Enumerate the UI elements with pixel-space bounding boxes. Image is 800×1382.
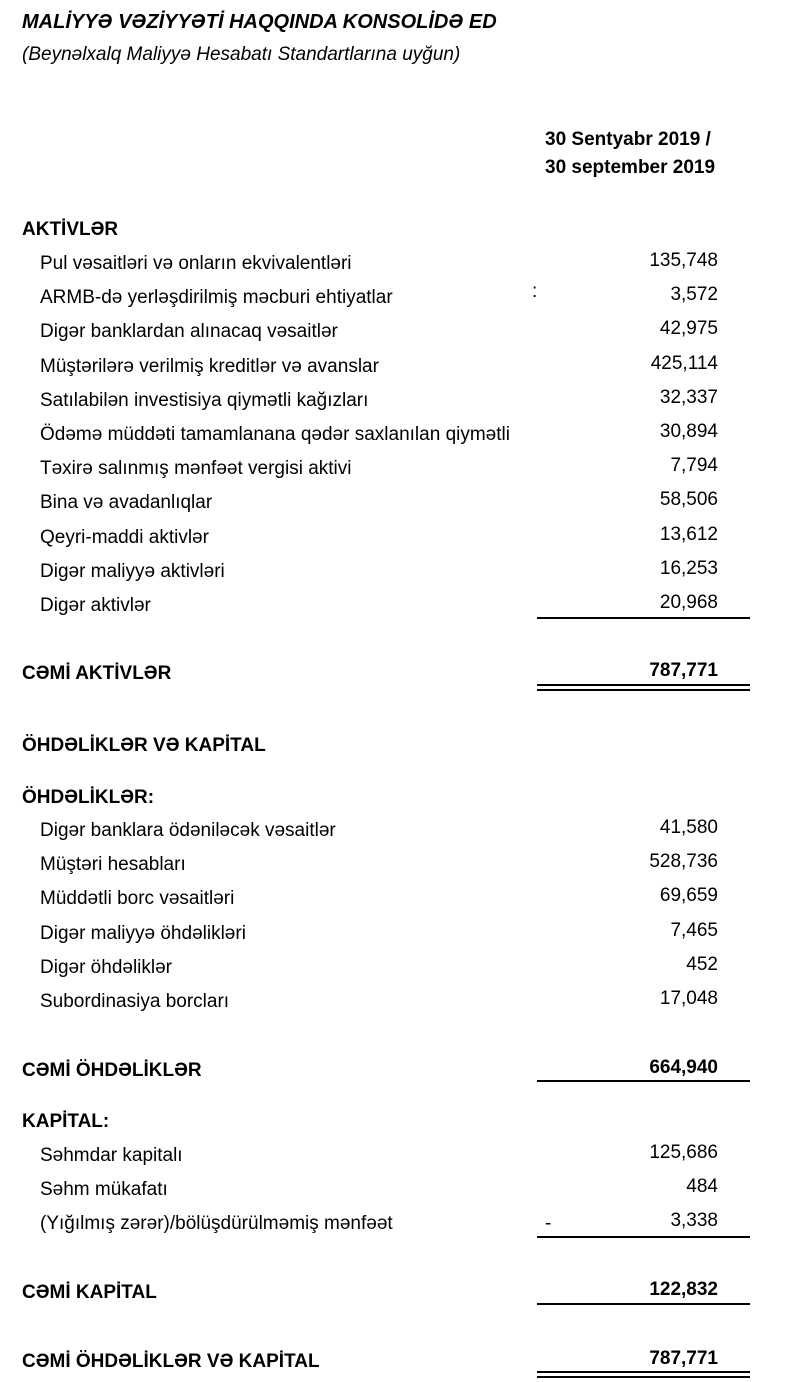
total-label: CƏMİ AKTİVLƏR: [22, 663, 172, 684]
column-header: 30 Sentyabr 2019 /: [545, 129, 711, 150]
row-label: Digər banklara ödəniləcək vəsaitlər: [40, 820, 336, 841]
row-value: 7,465: [670, 919, 718, 941]
row-value: 3,572: [670, 284, 718, 306]
rule: [537, 1371, 750, 1373]
row-label: Digər aktivlər: [40, 595, 151, 616]
row-label: Təxirə salınmış mənfəət vergisi aktivi: [40, 458, 352, 480]
rule: [537, 1080, 750, 1082]
row-value: 7,794: [670, 455, 718, 477]
row-value: 125,686: [649, 1142, 718, 1163]
row-label: (Yığılmış zərər)/bölüşdürülməmiş mənfəət: [40, 1213, 393, 1235]
column-header: 30 september 2019: [545, 157, 716, 178]
row-label: Müddətli borc vəsaitləri: [40, 888, 235, 910]
rule: [537, 689, 750, 691]
row-value: 13,612: [659, 523, 718, 545]
row-label: Digər maliyyə öhdəlikləri: [40, 922, 246, 944]
row-label: Digər öhdəliklər: [40, 956, 173, 978]
section-heading: KAPİTAL:: [22, 1111, 110, 1132]
row-label: Qeyri-maddi aktivlər: [40, 526, 209, 548]
total-value: 787,771: [649, 1348, 718, 1369]
row-label: Pul vəsaitləri və onların ekvivalentləri: [40, 253, 352, 274]
total-value: 664,940: [649, 1057, 718, 1078]
title: MALİYYƏ VƏZİYYƏTİ HAQQINDA KONSOLİDƏ ED: [22, 11, 497, 33]
row-label: Bina və avadanlıqlar: [40, 492, 213, 514]
row-value: 42,975: [659, 318, 718, 340]
row-label: Müştəri hesabları: [40, 854, 186, 876]
row-value: 484: [686, 1176, 718, 1198]
rule: [537, 1236, 750, 1238]
rule: [537, 1376, 750, 1378]
row-label: Ödəmə müddəti tamamlanana qədər saxlanıl…: [40, 424, 510, 445]
row-value: 20,968: [659, 592, 718, 613]
row-value: 32,337: [659, 386, 718, 408]
row-value: 58,506: [659, 489, 718, 511]
row-value: 452: [686, 953, 718, 975]
mark: :: [532, 281, 538, 303]
rule: [537, 1303, 750, 1305]
total-label: CƏMİ KAPİTAL: [22, 1282, 157, 1303]
row-value: 135,748: [649, 250, 718, 271]
section-heading: ÖHDƏLİKLƏR VƏ KAPİTAL: [22, 735, 266, 756]
row-label: Subordinasiya borcları: [40, 991, 230, 1012]
sign: -: [545, 1213, 552, 1235]
row-label: Səhm mükafatı: [40, 1179, 168, 1201]
row-label: Digər banklardan alınacaq vəsaitlər: [40, 321, 338, 343]
rule: [537, 617, 750, 619]
rule: [537, 684, 750, 686]
total-value: 122,832: [649, 1279, 718, 1300]
subtitle: (Beynəlxalq Maliyyə Hesabatı Standartlar…: [22, 44, 461, 65]
row-value: 30,894: [659, 421, 718, 442]
row-value: 3,338: [670, 1210, 718, 1232]
row-label: Müştərilərə verilmiş kreditlər və avansl…: [40, 355, 379, 377]
total-label: CƏMİ ÖHDƏLİKLƏR VƏ KAPİTAL: [22, 1351, 320, 1372]
row-value: 41,580: [659, 817, 718, 838]
row-value: 69,659: [659, 885, 718, 907]
row-label: ARMB-də yerləşdirilmiş məcburi ehtiyatla…: [40, 287, 393, 309]
section-heading: AKTİVLƏR: [22, 219, 119, 240]
total-label: CƏMİ ÖHDƏLİKLƏR: [22, 1060, 202, 1081]
row-label: Digər maliyyə aktivləri: [40, 560, 225, 582]
total-value: 787,771: [649, 660, 718, 681]
row-label: Satılabilən investisiya qiymətli kağızla…: [40, 389, 369, 411]
row-label: Səhmdar kapitalı: [40, 1145, 183, 1166]
row-value: 17,048: [659, 988, 718, 1009]
row-value: 16,253: [659, 557, 718, 579]
row-value: 528,736: [649, 851, 718, 873]
row-value: 425,114: [650, 352, 718, 374]
section-heading: ÖHDƏLİKLƏR:: [22, 787, 155, 808]
